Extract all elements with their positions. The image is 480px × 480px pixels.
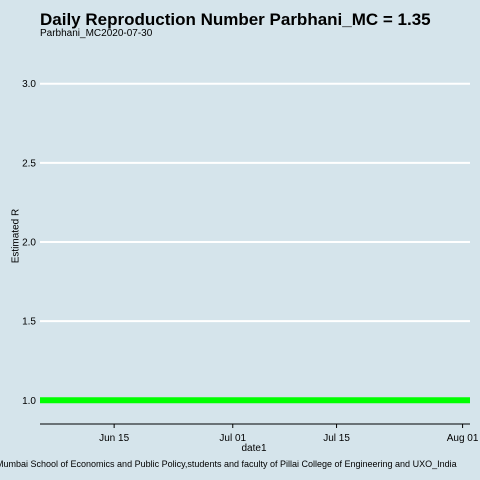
x-tick-label: Aug 01 bbox=[447, 433, 479, 444]
chart-title: Daily Reproduction Number Parbhani_MC = … bbox=[40, 10, 431, 29]
x-tick-label: Jul 15 bbox=[323, 433, 350, 444]
x-axis-label: date1 bbox=[241, 443, 267, 454]
x-tick-label: Jun 15 bbox=[99, 433, 129, 444]
y-tick-label: 2.5 bbox=[22, 158, 36, 169]
y-tick-label: 3.0 bbox=[22, 79, 36, 90]
y-tick-label: 1.5 bbox=[22, 317, 36, 328]
chart-subtitle: Parbhani_MC2020-07-30 bbox=[40, 28, 153, 39]
chart-caption: Mumbai School of Economics and Public Po… bbox=[0, 459, 457, 469]
x-tick-label: Jul 01 bbox=[219, 433, 246, 444]
y-tick-label: 1.0 bbox=[22, 396, 36, 407]
y-tick-label: 2.0 bbox=[22, 238, 36, 249]
